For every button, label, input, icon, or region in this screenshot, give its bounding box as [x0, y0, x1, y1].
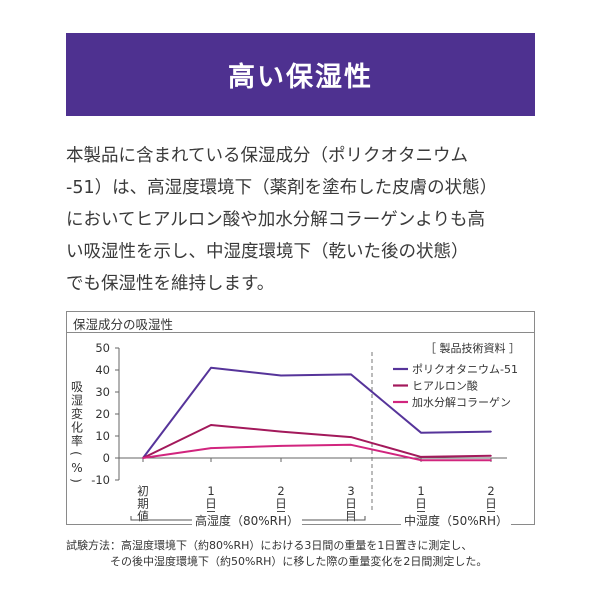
x-tick-label: 目: [345, 509, 357, 523]
data-point: [280, 445, 282, 447]
data-point: [210, 447, 212, 449]
title-banner: 高い保湿性: [66, 33, 535, 116]
x-tick-label: 日: [205, 497, 217, 511]
y-axis-label-char: ): [69, 478, 83, 483]
description-line: でも保湿性を維持します。: [66, 274, 275, 294]
legend-label: ポリクオタニウム-51: [412, 363, 518, 376]
x-tick-label: 日: [345, 497, 357, 511]
data-point: [490, 430, 492, 433]
series-line: [142, 366, 492, 459]
y-axis-label-char: 湿: [71, 393, 83, 408]
chart-panel-title: 保湿成分の吸湿性: [73, 317, 174, 332]
y-tick-label: 30: [95, 385, 110, 399]
data-point: [420, 459, 422, 461]
group-label: 高湿度（80%RH）: [191, 512, 303, 529]
data-point: [420, 456, 422, 458]
x-tick-label: 2: [277, 484, 284, 498]
data-point: [490, 459, 492, 461]
data-point: [420, 431, 422, 434]
x-tick-label: 1: [417, 484, 424, 498]
y-tick-label: 50: [95, 341, 110, 355]
note-line: 試験方法：高湿度環境下（約80%RH）における3日間の重量を1日置きに測定し、: [66, 539, 473, 552]
description-text: 本製品に含まれている保湿成分（ポリクオタニウム -51）は、高湿度環境下（薬剤を…: [66, 140, 536, 300]
y-tick-label: 0: [103, 451, 110, 465]
banner-title: 高い保湿性: [228, 62, 373, 93]
x-tick-label: 1: [207, 484, 214, 498]
data-point: [350, 373, 352, 376]
data-point: [280, 430, 282, 433]
y-tick-label: 40: [95, 363, 110, 377]
data-point: [350, 444, 352, 446]
y-axis-label-char: 化: [71, 421, 83, 435]
y-axis-label-char: %: [71, 461, 82, 475]
chart-panel: 保湿成分の吸湿性 ［ 製品技術資料 ］ 50 40 30 20 10 0 -10 吸湿変化率 (…: [66, 311, 535, 525]
y-tick-label: -10: [91, 473, 110, 487]
description-line: い吸湿性を示し、中湿度環境下（乾いた後の状態）: [66, 242, 469, 262]
chart-panel-header: 保湿成分の吸湿性: [67, 312, 534, 333]
data-point: [142, 457, 144, 459]
source-label: ［ 製品技術資料 ］: [425, 342, 520, 355]
data-point: [490, 455, 492, 457]
y-axis-label-char: (: [69, 451, 83, 456]
x-tick-label: 期: [137, 497, 149, 511]
y-axis-label-char: 率: [71, 433, 83, 448]
data-point: [210, 424, 212, 426]
x-tick-label: 初: [137, 484, 149, 498]
description-line: においてヒアルロン酸や加水分解コラーゲンよりも高: [66, 210, 485, 230]
test-method-note: 試験方法：高湿度環境下（約80%RH）における3日間の重量を1日置きに測定し、 …: [66, 538, 487, 570]
x-tick-label: 日: [485, 497, 497, 511]
y-tick-label: 10: [95, 429, 110, 443]
x-tick-label: 値: [137, 509, 149, 523]
description-line: -51）は、高湿度環境下（薬剤を塗布した皮膚の状態）: [66, 178, 498, 198]
x-tick-label: 日: [275, 497, 287, 511]
y-tick-label: 20: [95, 407, 110, 421]
legend-label: ヒアルロン酸: [412, 379, 478, 393]
x-tick-label: 日: [415, 497, 427, 511]
x-tick-label: 2: [487, 484, 494, 498]
group-label: 中湿度（50%RH）: [400, 512, 512, 529]
description-line: 本製品に含まれている保湿成分（ポリクオタニウム: [66, 146, 468, 166]
y-axis-label-char: 吸: [71, 380, 83, 394]
x-tick-label: 3: [347, 484, 354, 498]
data-point: [210, 367, 212, 369]
y-axis-label-char: 変: [71, 406, 83, 421]
moisture-chart: 50403020100-10吸湿変化率(%)初期値1日目2日目3日目1日目2日目…: [69, 341, 518, 523]
series-line: [142, 443, 491, 462]
series-line: [142, 424, 492, 459]
legend-label: 加水分解コラーゲン: [412, 395, 511, 409]
data-point: [280, 374, 282, 377]
data-point: [350, 436, 352, 438]
note-line: その後中湿度環境下（約50%RH）に移した際の重量変化を2日間測定した。: [66, 555, 488, 568]
